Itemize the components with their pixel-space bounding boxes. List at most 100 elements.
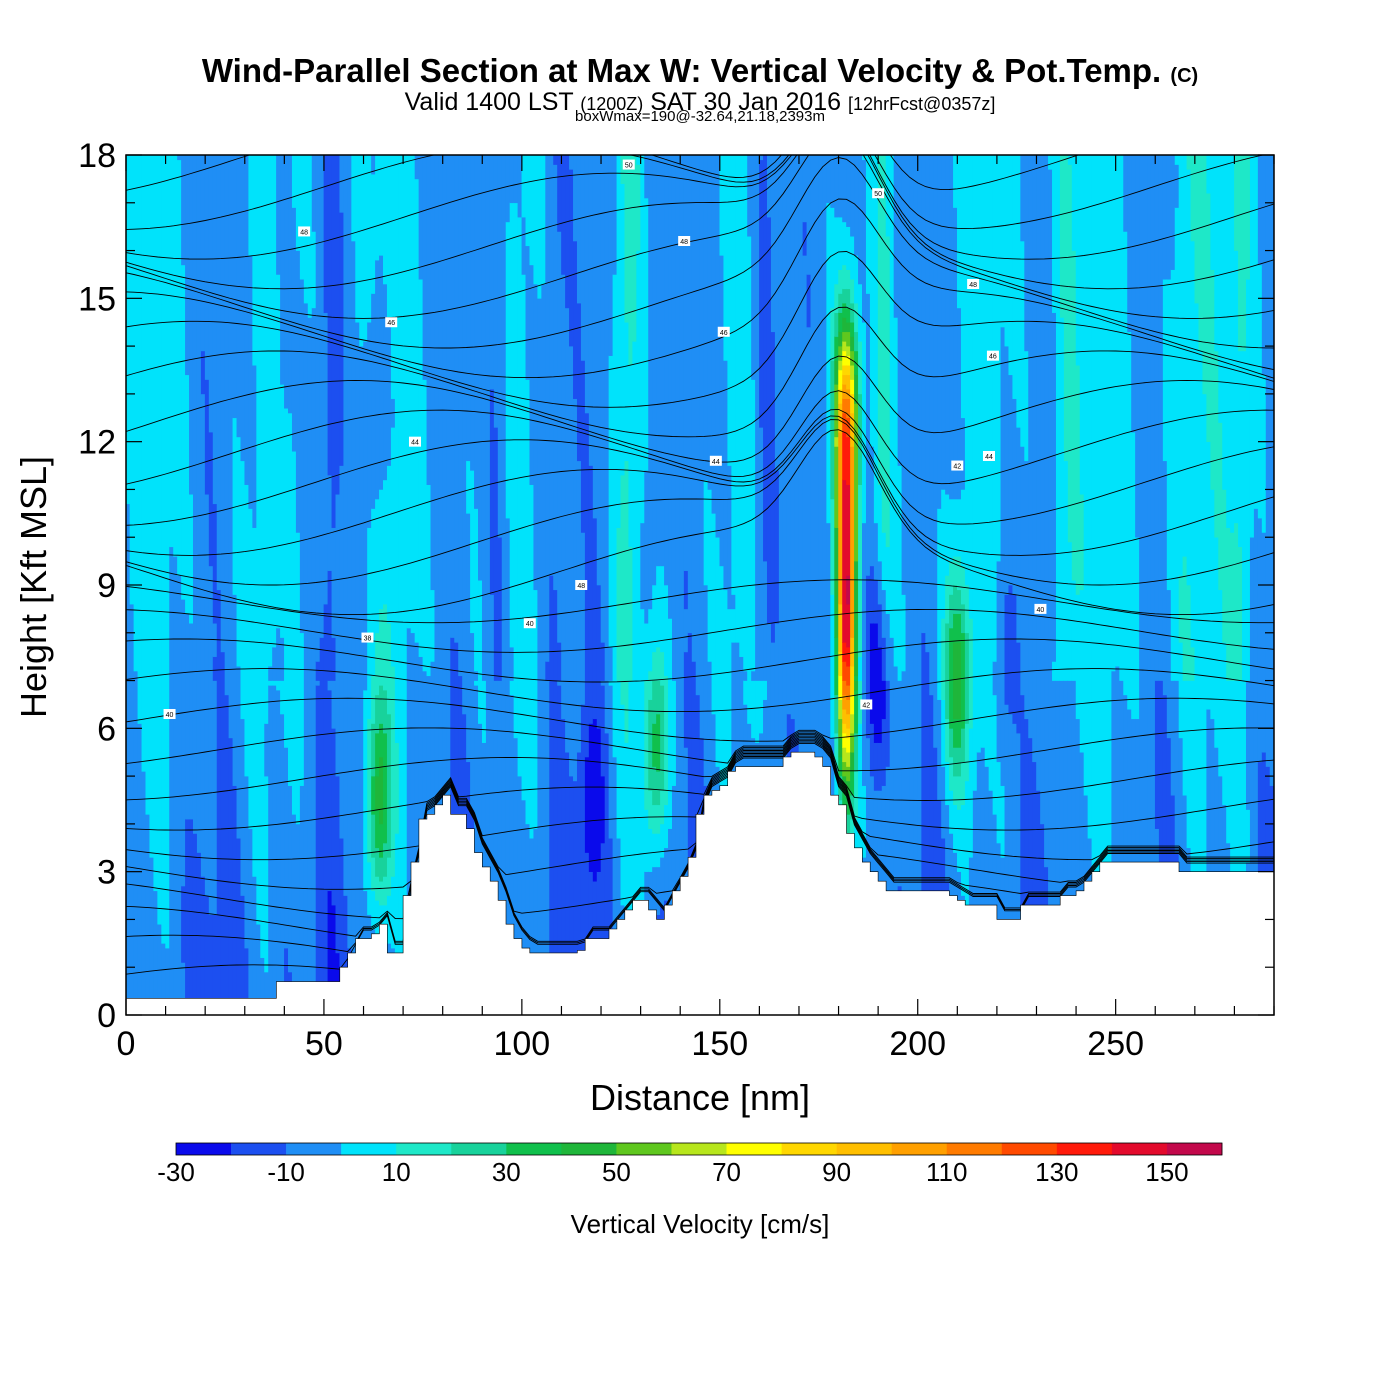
velocity-cell xyxy=(604,155,610,734)
velocity-cell xyxy=(541,283,546,1015)
contour-label-box xyxy=(982,451,995,461)
velocity-cell xyxy=(953,155,958,208)
velocity-cell xyxy=(652,651,657,681)
velocity-cell xyxy=(846,575,851,605)
velocity-cell xyxy=(1230,680,1235,882)
velocity-cell xyxy=(1004,704,1010,1015)
velocity-cell xyxy=(367,321,372,528)
velocity-cell xyxy=(497,680,503,1015)
velocity-cell xyxy=(608,685,614,839)
velocity-cell xyxy=(264,775,269,973)
velocity-cell xyxy=(846,665,851,686)
x-tick-label: 0 xyxy=(117,1025,136,1063)
velocity-cell xyxy=(509,646,515,681)
velocity-cell xyxy=(1162,694,1168,1015)
velocity-cell xyxy=(945,155,950,495)
contour-label-box xyxy=(523,618,536,629)
velocity-cell xyxy=(652,804,657,834)
velocity-cell xyxy=(683,608,689,653)
colorbar-swatch xyxy=(1056,1143,1113,1155)
velocity-cell xyxy=(216,155,222,591)
velocity-cell xyxy=(850,155,855,237)
velocity-cell xyxy=(1048,155,1053,170)
velocity-cell xyxy=(291,207,297,452)
velocity-cell xyxy=(276,680,281,691)
velocity-cell xyxy=(881,637,887,681)
velocity-cell xyxy=(323,312,329,605)
velocity-cell xyxy=(846,398,851,419)
velocity-cell xyxy=(620,183,626,476)
colorbar: -30 -10 10 30 50 70 90 110 130 150 xyxy=(157,1142,1223,1187)
velocity-cell xyxy=(192,833,198,1015)
velocity-cell xyxy=(905,155,911,911)
velocity-cell xyxy=(557,642,562,681)
velocity-cell xyxy=(727,608,732,906)
velocity-cell xyxy=(529,837,535,1011)
velocity-cell xyxy=(141,771,147,1015)
velocity-cell xyxy=(1024,718,1029,1015)
velocity-cell xyxy=(838,699,843,720)
contour-label: 48 xyxy=(967,279,980,289)
copyright-mark: (C) xyxy=(1170,65,1199,87)
velocity-cell xyxy=(268,155,273,667)
velocity-cell xyxy=(584,852,590,1015)
velocity-cell xyxy=(949,728,954,758)
velocity-cell xyxy=(628,680,634,992)
velocity-cell xyxy=(608,355,614,648)
velocity-cell xyxy=(652,766,657,806)
velocity-cell xyxy=(497,155,503,538)
velocity-cell xyxy=(846,288,851,309)
colorbar-tick-label: -30 xyxy=(157,1157,195,1187)
velocity-cell xyxy=(383,283,388,481)
velocity-cell xyxy=(854,350,859,376)
velocity-cell xyxy=(719,155,725,256)
velocity-cell xyxy=(1261,155,1267,376)
velocity-cell xyxy=(960,417,966,490)
velocity-cell xyxy=(367,718,372,863)
velocity-cell xyxy=(731,642,736,791)
velocity-cell xyxy=(161,155,166,944)
velocity-cell xyxy=(660,651,665,686)
velocity-cell xyxy=(561,274,566,720)
velocity-cell xyxy=(656,804,661,834)
velocity-cell xyxy=(671,785,677,911)
velocity-cell xyxy=(937,699,942,801)
velocity-cell xyxy=(838,269,843,294)
velocity-cell xyxy=(834,283,839,313)
velocity-cell xyxy=(299,632,305,786)
y-tick-label: 15 xyxy=(78,280,116,318)
contour-label: 44 xyxy=(982,451,995,461)
velocity-cell xyxy=(450,155,455,638)
velocity-cell xyxy=(1174,680,1180,853)
velocity-cell xyxy=(1071,250,1077,581)
velocity-cell xyxy=(529,484,535,839)
velocity-cell xyxy=(656,565,661,648)
velocity-cell xyxy=(636,164,641,251)
velocity-cell xyxy=(474,680,479,686)
velocity-cell xyxy=(1063,460,1069,681)
velocity-cell xyxy=(648,670,653,700)
velocity-cell xyxy=(1170,680,1176,796)
velocity-cell xyxy=(1170,155,1176,270)
velocity-cell xyxy=(862,522,867,786)
velocity-cell xyxy=(375,632,380,696)
velocity-cell xyxy=(957,718,962,748)
velocity-cell xyxy=(1147,155,1152,949)
velocity-cell xyxy=(885,546,891,614)
velocity-cell xyxy=(656,680,661,715)
velocity-cell xyxy=(960,804,966,896)
velocity-cell xyxy=(854,689,859,734)
velocity-cell xyxy=(1202,155,1208,395)
velocity-cell xyxy=(830,207,835,309)
velocity-cell xyxy=(850,379,855,395)
velocity-cell xyxy=(850,732,855,753)
velocity-cell xyxy=(268,680,273,686)
velocity-cell xyxy=(660,790,665,825)
velocity-cell xyxy=(1055,155,1061,681)
velocity-cell xyxy=(192,155,198,834)
velocity-cell xyxy=(185,613,190,820)
velocity-cell xyxy=(763,560,768,681)
velocity-cell xyxy=(379,723,384,758)
velocity-cell xyxy=(533,828,538,1015)
